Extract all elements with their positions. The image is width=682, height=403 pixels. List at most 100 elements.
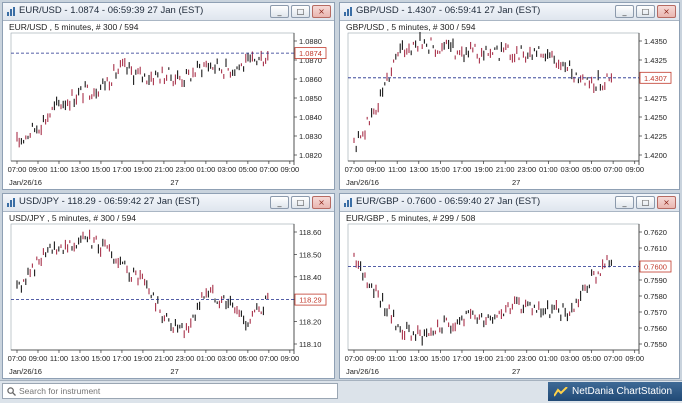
window-titlebar[interactable]: GBP/USD - 1.4307 - 06:59:41 27 Jan (EST)… — [340, 3, 679, 21]
x-tick-label: 09:00 — [625, 354, 644, 363]
y-tick-label: 0.7590 — [644, 276, 667, 285]
chart-window-usdjpy[interactable]: USD/JPY - 118.29 - 06:59:42 27 Jan (EST)… — [2, 193, 335, 379]
close-button[interactable]: × — [312, 196, 331, 209]
restore-button[interactable]: □ — [636, 5, 655, 18]
window-titlebar[interactable]: EUR/GBP - 0.7600 - 06:59:40 27 Jan (EST)… — [340, 194, 679, 212]
x-tick-label: 11:00 — [50, 165, 68, 174]
y-tick-label: 118.50 — [299, 250, 321, 259]
window-title: GBP/USD - 1.4307 - 06:59:41 27 Jan (EST) — [356, 5, 541, 16]
price-chart[interactable]: 0.7620 0.7610 0.7600 0.7590 0.7580 0.7570 0.75… — [340, 194, 680, 379]
window-titlebar[interactable]: EUR/USD - 1.0874 - 06:59:39 27 Jan (EST)… — [3, 3, 334, 21]
close-button[interactable]: × — [312, 5, 331, 18]
current-price-label: 118.29 — [299, 296, 321, 305]
price-chart[interactable]: 1.0880 1.0870 1.0860 1.0850 1.0840 1.0830 1.08… — [3, 3, 335, 190]
chart-window-gbpusd[interactable]: GBP/USD - 1.4307 - 06:59:41 27 Jan (EST)… — [339, 2, 680, 190]
chart-window-eurusd[interactable]: EUR/USD - 1.0874 - 06:59:39 27 Jan (EST)… — [2, 2, 335, 190]
date-label: 27 — [512, 178, 520, 187]
y-tick-label: 1.0820 — [299, 151, 322, 160]
x-tick-label: 15:00 — [431, 354, 450, 363]
y-tick-label: 1.4325 — [644, 56, 667, 65]
y-tick-label: 1.4250 — [644, 113, 667, 122]
chart-subtitle: EUR/GBP , 5 minutes, # 299 / 508 — [346, 213, 476, 223]
y-tick-label: 1.0840 — [299, 113, 322, 122]
x-tick-label: 19:00 — [474, 354, 493, 363]
x-tick-label: 07:00 — [604, 354, 623, 363]
minimize-button[interactable]: _ — [615, 5, 634, 18]
x-tick-label: 15:00 — [92, 354, 111, 363]
minimize-button[interactable]: _ — [615, 196, 634, 209]
restore-button[interactable]: □ — [291, 196, 310, 209]
window-titlebar[interactable]: USD/JPY - 118.29 - 06:59:42 27 Jan (EST)… — [3, 194, 334, 212]
x-tick-label: 21:00 — [155, 354, 174, 363]
x-tick-label: 17:00 — [453, 165, 472, 174]
x-tick-label: 03:00 — [217, 354, 236, 363]
x-tick-label: 17:00 — [453, 354, 472, 363]
price-chart[interactable]: 1.43501.43251.43001.42751.42501.42251.42… — [340, 3, 680, 190]
x-tick-label: 15:00 — [92, 165, 111, 174]
current-price-box — [639, 260, 672, 273]
x-tick-label: 13:00 — [409, 165, 428, 174]
date-label: Jan/26/16 — [346, 367, 379, 376]
x-tick-label: 23:00 — [176, 354, 195, 363]
y-tick-label: 118.10 — [299, 340, 321, 349]
price-series — [353, 252, 612, 346]
x-tick-label: 13:00 — [71, 165, 90, 174]
price-series — [16, 229, 269, 339]
y-tick-label: 118.40 — [299, 273, 321, 282]
close-button[interactable]: × — [657, 196, 676, 209]
y-tick-label: 1.0850 — [299, 94, 322, 103]
search-input[interactable] — [19, 384, 319, 398]
x-tick-label: 13:00 — [71, 354, 90, 363]
taskbar: NetDania ChartStation — [0, 380, 682, 403]
x-tick-label: 09:00 — [625, 165, 644, 174]
restore-button[interactable]: □ — [636, 196, 655, 209]
x-tick-label: 07:00 — [259, 165, 278, 174]
date-label: Jan/26/16 — [9, 367, 42, 376]
price-series — [353, 31, 612, 153]
plot-area — [10, 32, 295, 162]
chart-window-eurgbp[interactable]: EUR/GBP - 0.7600 - 06:59:40 27 Jan (EST)… — [339, 193, 680, 379]
minimize-button[interactable]: _ — [270, 5, 289, 18]
x-tick-label: 07:00 — [8, 165, 27, 174]
x-tick-label: 09:00 — [280, 165, 299, 174]
x-tick-label: 01:00 — [197, 354, 216, 363]
current-price-label: 1.4307 — [644, 74, 667, 83]
date-label: 27 — [512, 367, 520, 376]
x-tick-label: 11:00 — [50, 354, 68, 363]
y-tick-label: 0.7570 — [644, 308, 667, 317]
x-tick-label: 07:00 — [8, 354, 27, 363]
x-tick-label: 13:00 — [409, 354, 428, 363]
netdania-logo-icon — [554, 387, 568, 397]
plot-area — [10, 223, 295, 351]
chart-subtitle: USD/JPY , 5 minutes, # 300 / 594 — [9, 213, 136, 223]
date-label: 27 — [170, 178, 178, 187]
x-tick-label: 15:00 — [431, 165, 450, 174]
x-tick-label: 21:00 — [496, 354, 515, 363]
close-button[interactable]: × — [657, 5, 676, 18]
brand-button[interactable]: NetDania ChartStation — [548, 382, 682, 401]
x-tick-label: 01:00 — [197, 165, 216, 174]
chart-icon — [344, 198, 352, 207]
y-tick-label: 1.0860 — [299, 75, 322, 84]
x-tick-label: 21:00 — [155, 165, 174, 174]
window-title: EUR/USD - 1.0874 - 06:59:39 27 Jan (EST) — [19, 5, 204, 16]
x-tick-label: 05:00 — [238, 165, 257, 174]
y-tick-label: 0.7610 — [644, 244, 667, 253]
y-tick-label: 1.0830 — [299, 132, 322, 141]
y-tick-label: 118.60 — [299, 228, 321, 237]
price-chart[interactable]: 118.60118.50118.40118.30118.20118.1007:0… — [3, 194, 335, 379]
minimize-button[interactable]: _ — [270, 196, 289, 209]
restore-button[interactable]: □ — [291, 5, 310, 18]
x-tick-label: 09:00 — [29, 165, 48, 174]
x-tick-label: 01:00 — [539, 165, 558, 174]
x-tick-label: 01:00 — [539, 354, 558, 363]
x-tick-label: 07:00 — [345, 165, 364, 174]
instrument-search[interactable] — [2, 383, 338, 399]
x-tick-label: 17:00 — [113, 165, 132, 174]
y-tick-label: 1.4225 — [644, 132, 667, 141]
y-tick-label: 0.7560 — [644, 324, 667, 333]
x-tick-label: 07:00 — [604, 165, 623, 174]
current-price-box — [294, 47, 327, 60]
y-tick-label: 1.0880 — [299, 37, 322, 46]
x-tick-label: 05:00 — [582, 354, 601, 363]
